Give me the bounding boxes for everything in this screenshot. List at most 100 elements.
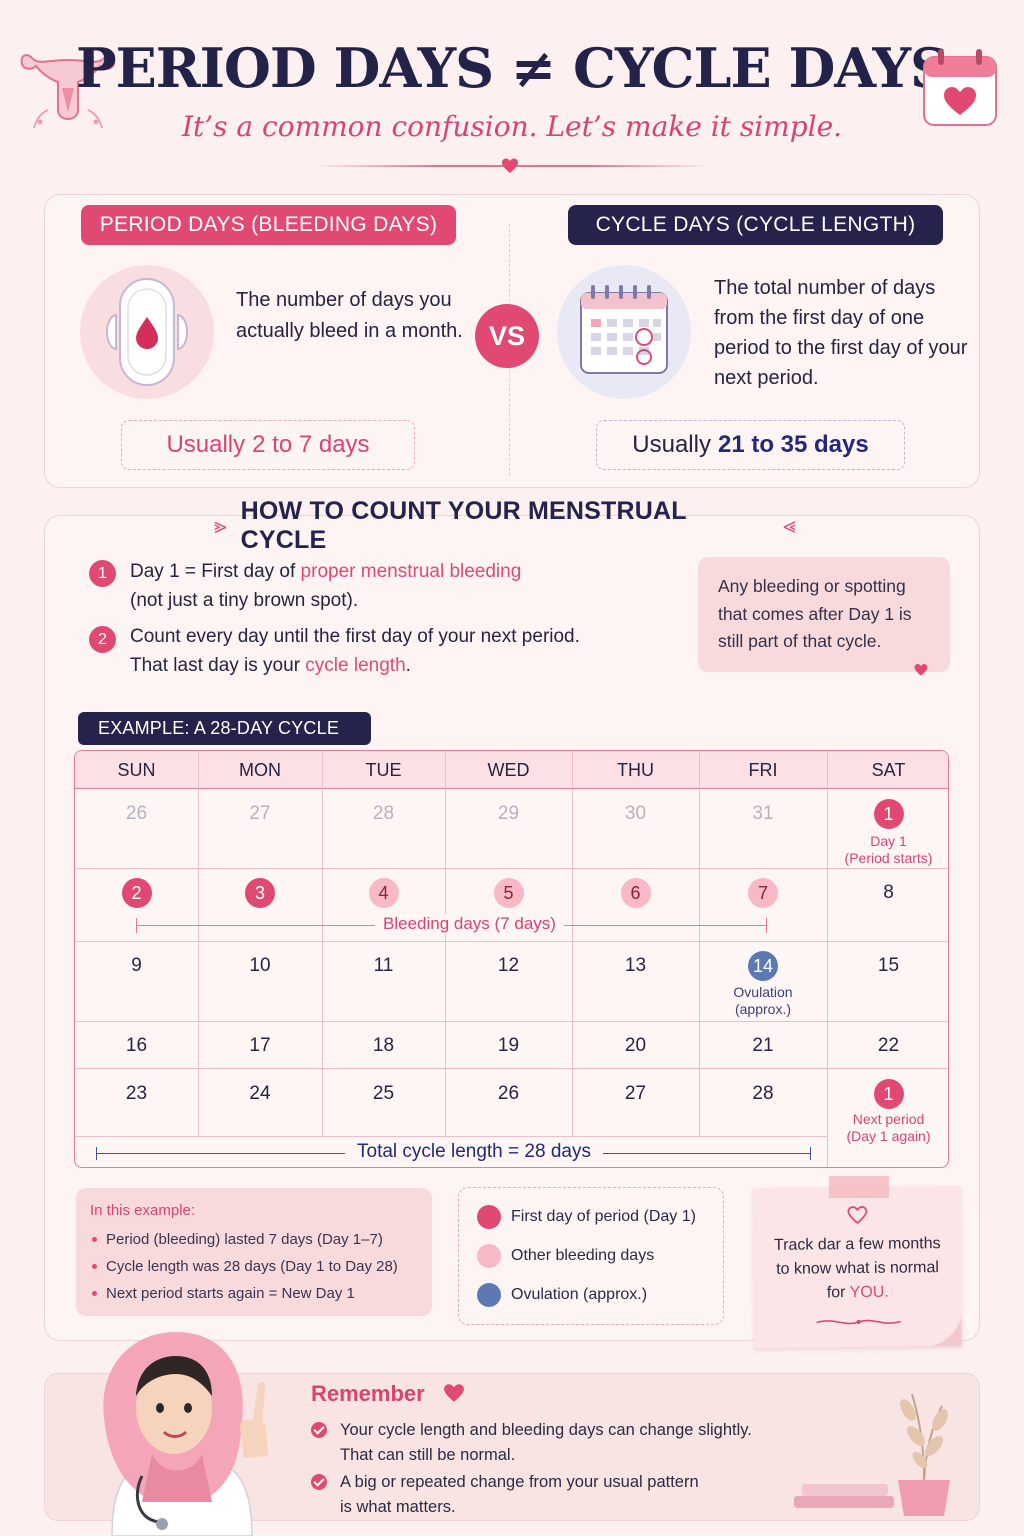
step-2-highlight: cycle length [305, 655, 406, 676]
calendar-day: 26 [125, 803, 148, 824]
example-summary-title: In this example: [90, 1202, 196, 1219]
ovulation-day: 14 [748, 951, 778, 981]
vs-badge: VS [475, 304, 539, 368]
bleeding-days-label: Bleeding days (7 days) [375, 914, 564, 934]
weekday-header: THU [617, 759, 654, 780]
legend-dot [477, 1283, 501, 1307]
calendar-day: 10 [249, 955, 271, 976]
grid-line [75, 1021, 948, 1022]
calendar-day: 27 [249, 803, 271, 824]
weekday-header: TUE [365, 759, 402, 780]
calendar-day: 12 [497, 955, 520, 976]
step-2-end: . [405, 655, 411, 676]
sparkle-icon: ⪡ [783, 513, 796, 538]
step-1-text: Day 1 = First day of [130, 561, 301, 582]
check-icon [311, 1474, 327, 1490]
day-1-caption: Day 1 (Period starts) [844, 833, 933, 866]
ovulation-caption: Ovulation (approx.) [733, 984, 793, 1017]
step-2-subtext: That last day is your [130, 655, 306, 676]
bleeding-day: 7 [748, 878, 778, 908]
flourish-icon [816, 1319, 901, 1325]
bleeding-day: 4 [368, 878, 399, 908]
list-item: Period (bleeding) lasted 7 days (Day 1–7… [90, 1226, 418, 1253]
range-tick [810, 1147, 811, 1160]
cycle-range-value: 21 to 35 days [717, 431, 869, 458]
first-period-day: 1 [873, 799, 904, 829]
period-range-value: 2 to 7 days [252, 431, 370, 458]
how-to-heading: ⪢ HOW TO COUNT YOUR MENSTRUAL CYCLE ⪡ [200, 497, 810, 554]
usually-prefix: Usually [632, 431, 711, 458]
grid-line [445, 751, 446, 1136]
grid-line [75, 868, 948, 869]
page-curl-icon [931, 1315, 962, 1347]
tip-line: for [826, 1284, 850, 1302]
heart-icon [914, 664, 928, 676]
check-icon [311, 1422, 327, 1438]
bleeding-day: 5 [493, 878, 524, 908]
range-tick [96, 1147, 97, 1160]
grid-line [75, 1136, 827, 1137]
sparkle-icon: ⪢ [214, 513, 227, 538]
remember-text: A big or repeated change from your usual… [340, 1473, 699, 1491]
range-tick [766, 918, 767, 933]
calendar-day: 21 [752, 1035, 774, 1056]
calendar-header [75, 751, 948, 789]
grid-line [572, 751, 573, 1136]
legend-dot [477, 1244, 501, 1268]
calendar-day: 23 [125, 1083, 148, 1104]
example-summary: In this example: Period (bleeding) laste… [76, 1188, 432, 1316]
calendar-icon [557, 265, 691, 399]
first-period-day: 3 [245, 878, 275, 908]
tip-highlight: YOU. [849, 1283, 889, 1302]
remember-title: Remember [311, 1381, 467, 1407]
legend-item: Other bleeding days [477, 1244, 654, 1268]
cycle-days-range: Usually 21 to 35 days [596, 420, 905, 470]
legend-label: First day of period (Day 1) [511, 1208, 696, 1225]
period-days-label: PERIOD DAYS (BLEEDING DAYS) [81, 205, 456, 245]
calendar-day: 25 [372, 1083, 395, 1104]
step-number: 1 [89, 560, 116, 587]
calendar-day: 30 [624, 803, 647, 824]
tape-decoration [829, 1176, 889, 1198]
next-period-caption: Next period (Day 1 again) [846, 1111, 931, 1144]
calendar-day: 31 [752, 803, 774, 824]
calendar-legend: First day of period (Day 1) Other bleedi… [458, 1187, 724, 1325]
calendar-day: 13 [624, 955, 647, 976]
weekday-header: SAT [871, 759, 906, 780]
remember-text: Your cycle length and bleeding days can … [340, 1421, 752, 1439]
first-period-day: 1 [873, 1079, 904, 1109]
calendar-heart-icon [923, 49, 997, 126]
period-days-range: Usually 2 to 7 days [121, 420, 415, 470]
spotting-note: Any bleeding or spotting that comes afte… [698, 557, 950, 672]
step-1-subtext: (not just a tiny brown spot). [130, 590, 359, 611]
remember-item: A big or repeated change from your usual… [311, 1470, 699, 1520]
calendar-day: 17 [249, 1035, 271, 1056]
step-2-text: Count every day until the first day of y… [130, 626, 580, 647]
tip-text: Track dar a few months to know what is n… [754, 1232, 962, 1306]
calendar-day: 16 [125, 1035, 148, 1056]
sanitary-pad-icon [80, 265, 214, 399]
step-2: Count every day until the first day of y… [130, 622, 690, 680]
calendar-day: 22 [877, 1035, 900, 1056]
step-1: Day 1 = First day of proper menstrual bl… [130, 557, 670, 615]
legend-label: Other bleeding days [511, 1247, 655, 1264]
usually-prefix: Usually [166, 431, 246, 458]
page-title: PERIOD DAYS ≠ CYCLE DAYS [75, 36, 949, 100]
calendar-day: 27 [624, 1083, 647, 1104]
heart-icon [443, 1384, 464, 1402]
cycle-days-label: CYCLE DAYS (CYCLE LENGTH) [568, 205, 943, 245]
heart-icon [502, 158, 518, 173]
remember-item: Your cycle length and bleeding days can … [311, 1418, 752, 1468]
calendar-day: 9 [131, 955, 142, 976]
legend-item: Ovulation (approx.) [477, 1283, 647, 1307]
calendar-day: 29 [497, 803, 520, 824]
list-item: Next period starts again = New Day 1 [90, 1280, 418, 1307]
remember-title-text: Remember [311, 1381, 425, 1406]
range-tick [136, 918, 137, 933]
first-period-day: 2 [121, 878, 152, 908]
calendar-day: 8 [883, 882, 894, 903]
how-to-heading-text: HOW TO COUNT YOUR MENSTRUAL CYCLE [240, 497, 687, 554]
legend-item: First day of period (Day 1) [477, 1205, 696, 1229]
tip-line: Track dar a few months [773, 1235, 941, 1254]
plant-books-icon [794, 1393, 950, 1516]
